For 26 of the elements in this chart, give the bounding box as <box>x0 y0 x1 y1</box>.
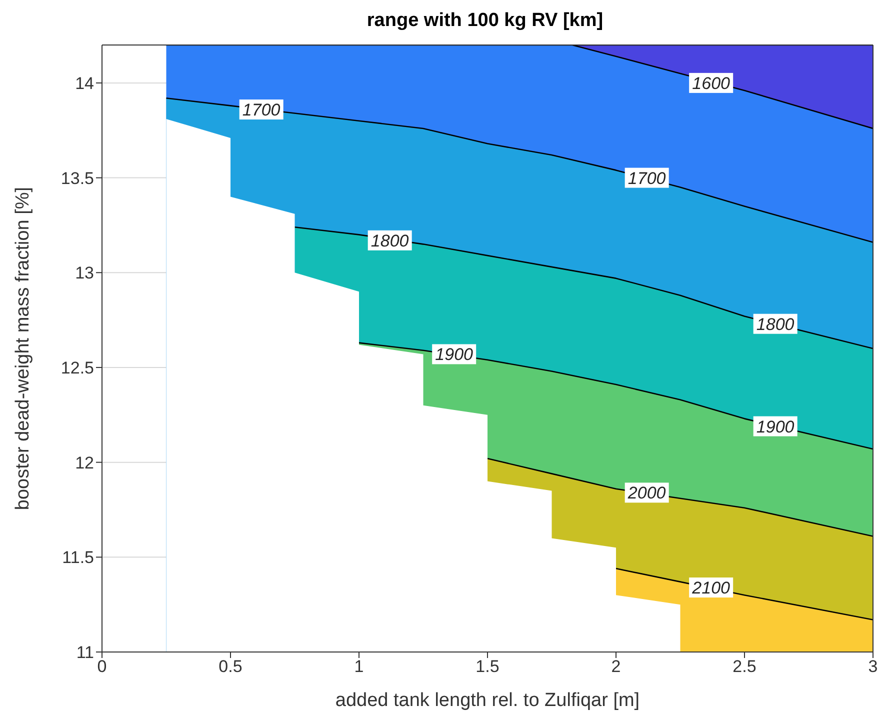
x-tick-label: 0.5 <box>218 657 242 676</box>
x-tick-label: 3 <box>868 657 878 676</box>
y-tick-label: 13 <box>75 264 94 283</box>
y-tick-label: 12.5 <box>60 358 94 378</box>
annotation: 2000 <box>626 484 666 503</box>
y-axis-title: booster dead-weight mass fraction [%] <box>12 186 34 510</box>
chart-title: range with 100 kg RV [km] <box>366 9 604 33</box>
annotation: 2100 <box>691 578 731 598</box>
y-tick-label: 14 <box>75 74 94 93</box>
annotation: 1700 <box>242 100 281 120</box>
x-tick-label: 0 <box>97 657 107 676</box>
annotation: 1900 <box>435 345 474 364</box>
annotation: 1800 <box>756 314 795 334</box>
y-tick-label: 13.5 <box>60 168 94 188</box>
x-tick-label: 2.5 <box>732 657 756 676</box>
x-axis-title: added tank length rel. to Zulfiqar [m] <box>335 690 640 711</box>
y-tick-label: 12 <box>75 453 94 472</box>
annotation: 1800 <box>370 231 410 250</box>
y-tick-label: 11.5 <box>62 548 94 568</box>
annotation: 1900 <box>756 417 795 436</box>
x-tick-label: 1.5 <box>476 657 500 676</box>
annotation: 1600 <box>692 74 731 93</box>
annotation: 1700 <box>628 168 666 188</box>
y-tick-label: 11 <box>76 643 94 662</box>
x-tick-label: 1 <box>354 657 364 676</box>
x-tick-label: 2 <box>611 657 621 676</box>
